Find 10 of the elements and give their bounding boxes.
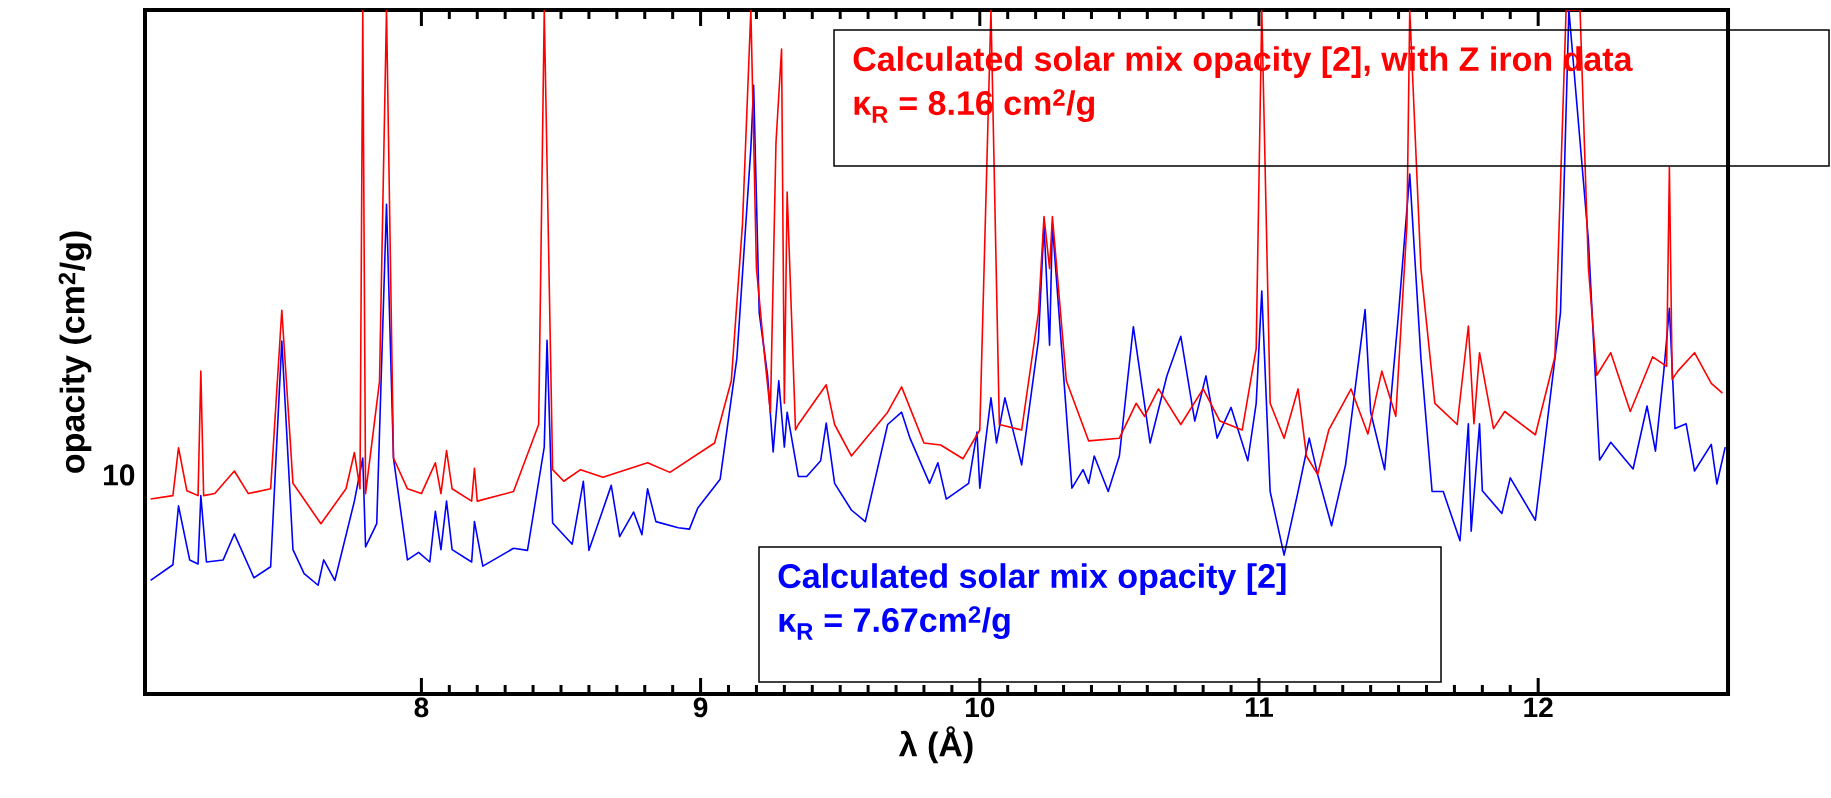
x-tick-label: 10 — [965, 697, 995, 718]
y-axis-title: opacity (cm$^{2}$/g) — [58, 231, 92, 473]
text: 10 — [103, 464, 135, 486]
x-tick-label: 12 — [1524, 697, 1553, 718]
x-tick-label: 11 — [1245, 697, 1273, 717]
x-tick-label: 9 — [693, 697, 708, 718]
x-axis-title: λ (Å) — [898, 726, 973, 764]
x-tick-label: 8 — [414, 697, 429, 718]
annotation: κ$_{R}$ = 7.67cm$^{2}$/g — [779, 606, 1010, 640]
series-label: Calculated solar mix opacity [2] — [778, 563, 1286, 595]
